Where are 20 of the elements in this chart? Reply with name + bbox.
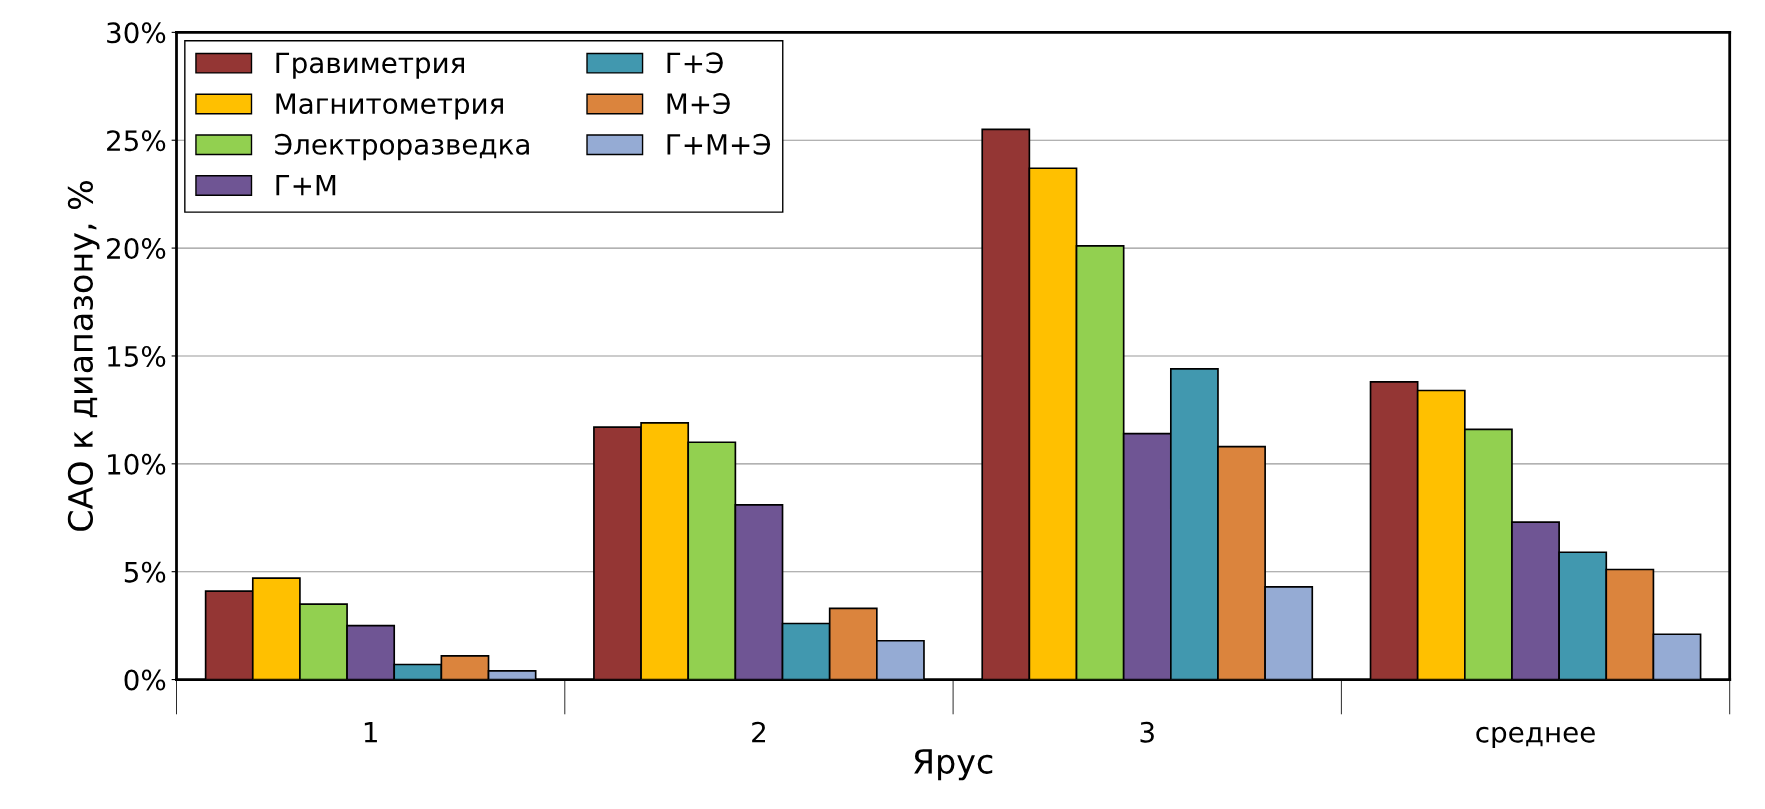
legend-label: Гравиметрия xyxy=(276,52,464,79)
y-tick-label: 25% xyxy=(107,130,166,152)
y-tick-label: 5% xyxy=(124,561,166,583)
y-axis-title: САО к диапазону, % xyxy=(67,181,100,531)
y-tick-label: 0% xyxy=(124,669,166,691)
x-tick-label: 3 xyxy=(1140,721,1154,743)
legend-label: Магнитометрия xyxy=(276,93,503,120)
legend-label: Г+М+Э xyxy=(667,133,771,155)
legend-label: М+Э xyxy=(667,93,730,115)
x-tick-label: 2 xyxy=(752,721,765,743)
x-tick-label: среднее xyxy=(1476,726,1595,749)
y-tick-label: 30% xyxy=(107,22,166,44)
x-tick-label: 1 xyxy=(364,722,377,743)
y-tick-label: 20% xyxy=(107,238,166,260)
legend-label: Г+Э xyxy=(667,52,723,74)
legend-label: Г+М xyxy=(276,174,336,196)
legend-label: Электроразведка xyxy=(275,133,529,161)
x-axis-title: Ярус xyxy=(914,749,993,781)
y-tick-label: 10% xyxy=(108,453,166,475)
y-tick-label: 15% xyxy=(108,345,166,367)
